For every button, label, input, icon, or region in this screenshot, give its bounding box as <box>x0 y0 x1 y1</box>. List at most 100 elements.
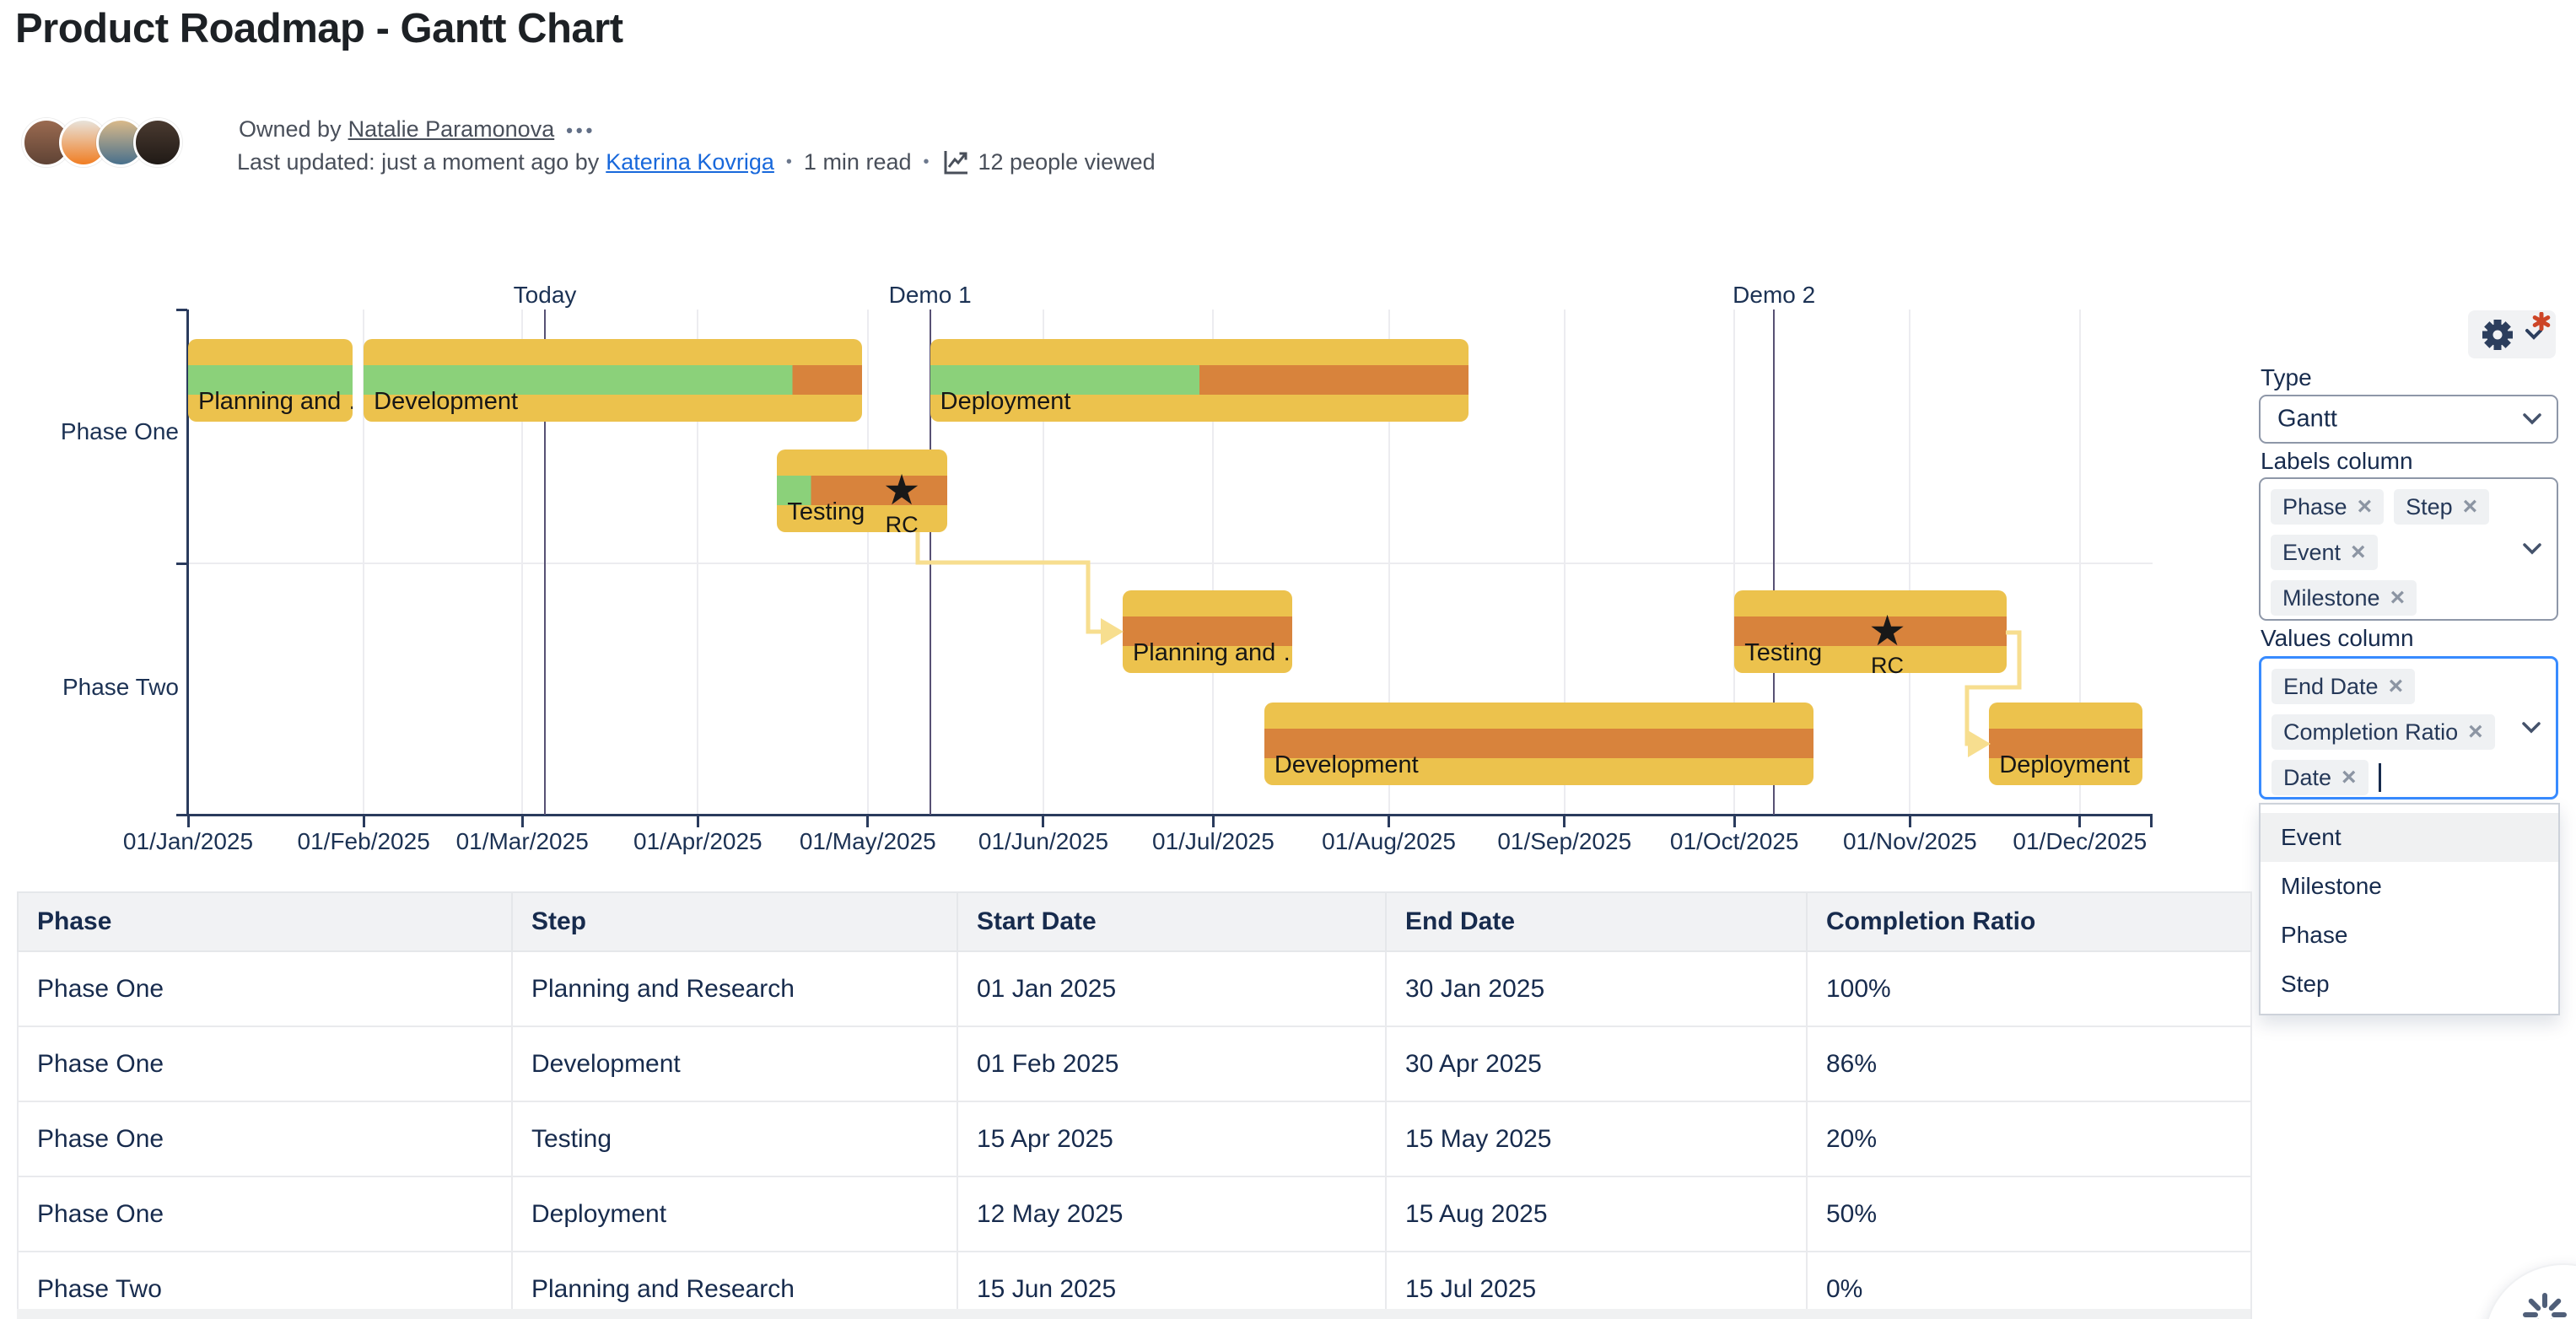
table-cell: 15 Apr 2025 <box>957 1101 1387 1177</box>
x-axis-tick <box>1563 815 1566 827</box>
month-gridline <box>1212 310 1215 815</box>
task-progress-band <box>1989 729 2142 758</box>
avatar-4[interactable] <box>133 118 182 167</box>
chevron-down-icon <box>2522 722 2541 734</box>
values-tag-list: End Date × Completion Ratio × Date × <box>2272 669 2516 795</box>
labels-column-tag[interactable]: Phase × <box>2271 489 2385 525</box>
page-title: Product Roadmap - Gantt Chart <box>15 6 623 51</box>
byline-updated-row: Last updated: just a moment ago by Kateri… <box>237 145 1156 179</box>
dropdown-option-event[interactable]: Event <box>2261 813 2558 862</box>
task-label: Testing <box>787 498 865 525</box>
y-axis-tick <box>176 308 187 311</box>
table-cell: 15 Jun 2025 <box>957 1251 1387 1319</box>
task-bar-development: Development <box>1264 703 1814 785</box>
y-axis-tick <box>176 813 187 816</box>
task-bar-planning-and-: Planning and … <box>188 339 353 422</box>
remove-tag-icon[interactable]: × <box>2388 672 2404 700</box>
owner-link[interactable]: Natalie Paramonova <box>348 116 555 142</box>
x-axis-tick <box>1388 815 1391 827</box>
remove-tag-icon[interactable]: × <box>2357 493 2373 520</box>
gear-icon <box>2482 319 2513 350</box>
table-cell: 15 Jul 2025 <box>1385 1251 1808 1319</box>
task-bar-planning-and-: Planning and … <box>1122 590 1293 673</box>
read-time-label: 1 min read <box>803 149 912 175</box>
x-axis-tick <box>1042 815 1045 827</box>
dropdown-option-milestone[interactable]: Milestone <box>2281 873 2382 899</box>
labels-tag-list: Phase × Step × Event × Milestone × <box>2271 489 2515 616</box>
event-label: Today <box>513 282 577 308</box>
more-menu-icon[interactable]: ••• <box>566 120 596 141</box>
task-label: Deployment <box>1999 751 2131 778</box>
task-bar-deployment: Deployment <box>1989 703 2142 785</box>
chevron-down-icon <box>2525 328 2542 340</box>
remove-tag-icon[interactable]: × <box>2390 584 2406 611</box>
event-label: Demo 1 <box>888 282 972 308</box>
x-axis-label: 01/May/2025 <box>799 828 936 854</box>
table-cell: Deployment <box>511 1176 958 1252</box>
x-axis-label: 01/Feb/2025 <box>297 828 430 854</box>
task-label: Development <box>1274 751 1419 778</box>
spinner-icon <box>2523 1293 2567 1319</box>
values-column-tag[interactable]: Completion Ratio × <box>2272 714 2495 750</box>
table-cell: 20% <box>1806 1101 2252 1177</box>
chart-settings-button[interactable] <box>2468 310 2556 358</box>
connector-arrow-icon <box>1968 730 1991 757</box>
values-column-tag[interactable]: Date × <box>2272 760 2369 795</box>
values-column-tag[interactable]: End Date × <box>2272 669 2416 704</box>
task-label: Deployment <box>940 388 1071 415</box>
task-label: Development <box>374 388 519 415</box>
table-cell: 30 Jan 2025 <box>1385 950 1808 1027</box>
table-cell: 86% <box>1806 1026 2252 1102</box>
task-label: Planning and … <box>198 388 353 415</box>
task-progress-band <box>930 365 1469 395</box>
avatar-group[interactable] <box>22 118 182 167</box>
byline-owner-row: Owned by Natalie Paramonova ••• <box>239 113 595 145</box>
type-select[interactable]: Gantt <box>2259 395 2558 444</box>
remove-tag-icon[interactable]: × <box>2351 538 2366 566</box>
milestone-label: RC <box>885 512 919 537</box>
table-cell: 50% <box>1806 1176 2252 1252</box>
x-axis-label: 01/Jan/2025 <box>122 828 254 854</box>
lane-separator-gridline <box>188 563 2153 564</box>
y-axis-line <box>186 310 189 815</box>
table-cell: Phase Two <box>17 1251 513 1319</box>
remove-tag-icon[interactable]: × <box>2342 763 2357 791</box>
x-axis-tick <box>1908 815 1911 827</box>
labels-column-tag[interactable]: Event × <box>2271 535 2378 570</box>
milestone-label: RC <box>1871 653 1904 678</box>
remove-tag-icon[interactable]: × <box>2468 718 2483 746</box>
labels-column-tag[interactable]: Milestone × <box>2271 580 2417 616</box>
resize-spinner-button[interactable] <box>2483 1263 2576 1319</box>
lane-label: Phase Two <box>62 674 179 700</box>
table-cell: Phase One <box>17 1176 513 1252</box>
table-cell: Phase One <box>17 1026 513 1102</box>
unsaved-changes-asterisk-icon <box>2532 312 2551 331</box>
values-column-label: Values column <box>2261 625 2414 651</box>
x-axis-tick <box>2078 815 2082 827</box>
month-gridline <box>1388 310 1390 815</box>
connector-line <box>1964 630 2022 746</box>
task-bar-development: Development <box>364 339 863 422</box>
month-gridline <box>1909 310 1911 815</box>
task-progress-band <box>364 365 863 395</box>
task-progress-band <box>188 365 353 395</box>
task-progress-band <box>1734 616 2007 646</box>
month-gridline <box>866 310 869 815</box>
remove-tag-icon[interactable]: × <box>2462 493 2478 520</box>
values-column-multiselect[interactable]: End Date × Completion Ratio × Date × <box>2259 656 2558 799</box>
table-cell: Planning and Research <box>511 950 958 1027</box>
dropdown-option-phase[interactable]: Phase <box>2281 922 2348 948</box>
column-header: Start Date <box>957 891 1387 952</box>
month-gridline <box>363 310 365 815</box>
x-axis-tick <box>696 815 699 827</box>
labels-column-multiselect[interactable]: Phase × Step × Event × Milestone × <box>2259 477 2558 621</box>
dropdown-option-step[interactable]: Step <box>2281 971 2330 997</box>
column-header: End Date <box>1385 891 1808 952</box>
x-axis-label: 01/Apr/2025 <box>633 828 763 854</box>
table-cell: Testing <box>511 1101 958 1177</box>
column-header: Phase <box>17 891 513 952</box>
labels-column-tag[interactable]: Step × <box>2394 489 2490 525</box>
table-row: Phase One Deployment 12 May 2025 15 Aug 202… <box>17 1176 2252 1252</box>
table-next-row-edge <box>17 1309 2250 1319</box>
updated-author-link[interactable]: Katerina Kovriga <box>606 149 774 175</box>
